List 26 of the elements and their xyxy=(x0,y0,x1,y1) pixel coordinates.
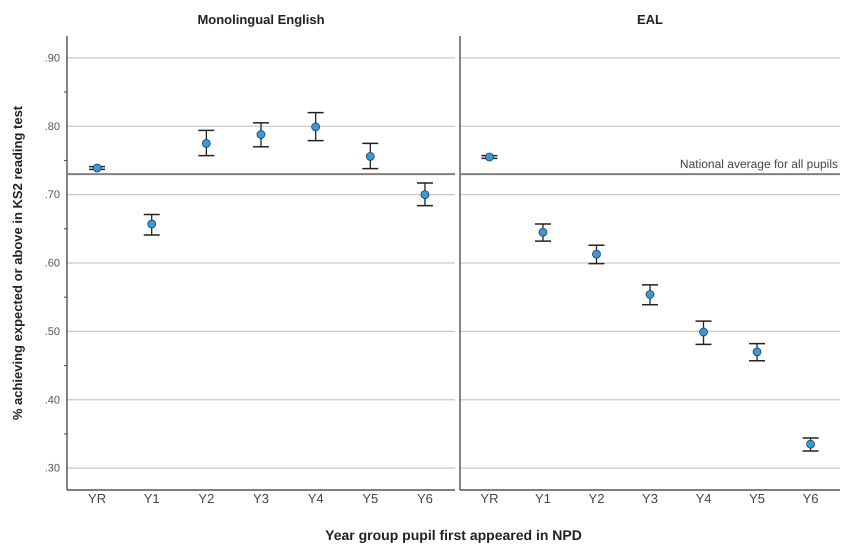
x-tick-label: Y5 xyxy=(749,491,765,506)
x-tick-label: Y4 xyxy=(696,491,712,506)
x-tick-label: Y3 xyxy=(642,491,658,506)
x-tick-label: Y3 xyxy=(253,491,269,506)
y-axis-title: % achieving expected or above in KS2 reading test xyxy=(10,105,25,420)
x-tick-label: Y6 xyxy=(802,491,819,506)
x-tick-label: Y1 xyxy=(144,491,160,506)
y-tick-label: .50 xyxy=(44,326,60,338)
x-tick-label: Y2 xyxy=(588,491,604,506)
y-tick-label: .70 xyxy=(44,189,60,202)
x-tick-label: Y1 xyxy=(535,491,551,506)
y-tick-label: .60 xyxy=(44,258,60,270)
x-tick-label: Y5 xyxy=(362,491,378,506)
x-tick-label: Y4 xyxy=(308,491,324,506)
x-tick-label: Y2 xyxy=(198,491,214,506)
y-tick-label: .40 xyxy=(44,394,60,406)
x-tick-label: Y6 xyxy=(416,491,433,506)
x-tick-label: YR xyxy=(480,491,498,506)
y-tick-label: .80 xyxy=(44,120,60,133)
ref-line-label: National average for all pupils xyxy=(680,157,838,172)
y-tick-label: .90 xyxy=(44,52,60,64)
chart-title: EAL xyxy=(637,12,664,27)
y-tick-label: .30 xyxy=(44,462,60,475)
chart-title: Monolingual English xyxy=(197,12,325,27)
x-tick-label: YR xyxy=(88,491,106,506)
x-axis-title: Year group pupil first appeared in NPD xyxy=(325,527,582,543)
